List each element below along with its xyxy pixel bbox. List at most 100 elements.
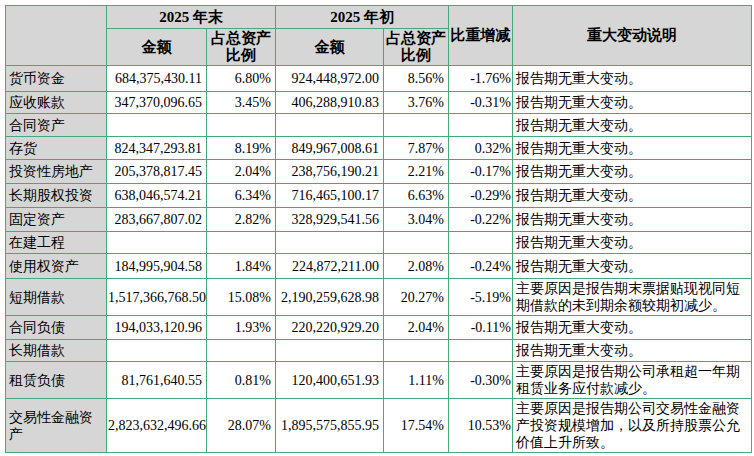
table-row: 存货 824,347,293.81 8.19% 849,967,008.61 7… (6, 137, 752, 160)
table-row: 租赁负债 81,761,640.55 0.81% 120,400,651.93 … (6, 362, 752, 399)
header-row-periods: 2025 年末 2025 年初 比重增减 重大变动说明 (6, 6, 752, 29)
header-period-end: 2025 年末 (107, 6, 276, 29)
ratio-end-cell (207, 114, 276, 137)
header-amount-end: 金额 (107, 29, 207, 66)
table-row: 短期借款 1,517,366,768.50 15.08% 2,190,259,6… (6, 279, 752, 316)
amount-end-cell: 205,378,817.45 (107, 160, 207, 184)
table-row: 应收账款 347,370,096.65 3.45% 406,288,910.83… (6, 92, 752, 114)
amount-end-cell: 1,517,366,768.50 (107, 279, 207, 316)
amount-end-cell: 824,347,293.81 (107, 137, 207, 160)
amount-begin-cell: 1,895,575,855.95 (276, 399, 384, 453)
header-ratio-end: 占总资产比例 (207, 29, 276, 66)
amount-begin-cell: 238,756,190.21 (276, 160, 384, 184)
remark-cell: 报告期无重大变动。 (513, 160, 752, 184)
amount-end-cell: 638,046,574.21 (107, 184, 207, 208)
table-row: 长期股权投资 638,046,574.21 6.34% 716,465,100.… (6, 184, 752, 208)
amount-begin-cell (276, 340, 384, 362)
ratio-begin-cell (384, 232, 449, 254)
financial-items-table-wrap: 2025 年末 2025 年初 比重增减 重大变动说明 金额 占总资产比例 金额… (5, 5, 752, 456)
ratio-begin-cell: 2.04% (384, 316, 449, 340)
remark-cell: 报告期无重大变动。 (513, 340, 752, 362)
item-cell: 投资性房地产 (6, 160, 107, 184)
ratio-end-cell: 2.04% (207, 160, 276, 184)
remark-cell: 主要原因是报告期公司承租超一年期租赁业务应付款减少。 (513, 362, 752, 399)
change-cell: -1.76% (449, 66, 513, 92)
amount-begin-cell: 220,220,929.20 (276, 316, 384, 340)
table-row: 固定资产 283,667,807.02 2.82% 328,929,541.56… (6, 208, 752, 232)
ratio-begin-cell: 20.27% (384, 279, 449, 316)
amount-end-cell: 184,995,904.58 (107, 254, 207, 279)
change-cell (449, 114, 513, 137)
change-cell (449, 340, 513, 362)
change-cell: 0.32% (449, 137, 513, 160)
ratio-begin-cell (384, 114, 449, 137)
table-row: 使用权资产 184,995,904.58 1.84% 224,872,211.0… (6, 254, 752, 279)
ratio-end-cell: 6.34% (207, 184, 276, 208)
corner-cell (6, 6, 107, 66)
ratio-begin-cell: 1.11% (384, 362, 449, 399)
header-ratio-begin: 占总资产比例 (384, 29, 449, 66)
change-cell: -0.31% (449, 92, 513, 114)
amount-begin-cell: 120,400,651.93 (276, 362, 384, 399)
amount-begin-cell: 849,967,008.61 (276, 137, 384, 160)
table-row: 长期借款 报告期无重大变动。 (6, 340, 752, 362)
amount-end-cell: 194,033,120.96 (107, 316, 207, 340)
remark-cell: 报告期无重大变动。 (513, 114, 752, 137)
change-cell: -0.11% (449, 316, 513, 340)
ratio-begin-cell: 3.04% (384, 208, 449, 232)
ratio-end-cell (207, 340, 276, 362)
remark-cell: 主要原因是报告期末票据贴现视同短期借款的未到期余额较期初减少。 (513, 279, 752, 316)
item-cell: 合同负债 (6, 316, 107, 340)
change-cell (449, 232, 513, 254)
amount-end-cell (107, 114, 207, 137)
header-change: 比重增减 (449, 6, 513, 66)
ratio-end-cell: 0.81% (207, 362, 276, 399)
ratio-begin-cell: 17.54% (384, 399, 449, 453)
ratio-end-cell: 3.45% (207, 92, 276, 114)
item-cell: 合同资产 (6, 114, 107, 137)
ratio-end-cell (207, 232, 276, 254)
change-cell: -5.19% (449, 279, 513, 316)
item-cell: 存货 (6, 137, 107, 160)
ratio-end-cell: 2.82% (207, 208, 276, 232)
ratio-begin-cell (384, 340, 449, 362)
item-cell: 固定资产 (6, 208, 107, 232)
remark-cell: 报告期无重大变动。 (513, 92, 752, 114)
ratio-end-cell: 6.80% (207, 66, 276, 92)
amount-begin-cell: 406,288,910.83 (276, 92, 384, 114)
amount-end-cell (107, 232, 207, 254)
amount-end-cell: 347,370,096.65 (107, 92, 207, 114)
table-row: 合同资产 报告期无重大变动。 (6, 114, 752, 137)
table-row: 合同负债 194,033,120.96 1.93% 220,220,929.20… (6, 316, 752, 340)
ratio-end-cell: 8.19% (207, 137, 276, 160)
amount-begin-cell: 328,929,541.56 (276, 208, 384, 232)
remark-cell: 报告期无重大变动。 (513, 232, 752, 254)
item-cell: 货币资金 (6, 66, 107, 92)
ratio-begin-cell: 8.56% (384, 66, 449, 92)
ratio-end-cell: 1.84% (207, 254, 276, 279)
amount-end-cell (107, 340, 207, 362)
change-cell: -0.22% (449, 208, 513, 232)
ratio-begin-cell: 2.21% (384, 160, 449, 184)
item-cell: 租赁负债 (6, 362, 107, 399)
ratio-begin-cell: 7.87% (384, 137, 449, 160)
change-cell: -0.17% (449, 160, 513, 184)
ratio-end-cell: 28.07% (207, 399, 276, 453)
table-row: 交易性金融资产 2,823,632,496.66 28.07% 1,895,57… (6, 399, 752, 453)
table-row: 投资性房地产 205,378,817.45 2.04% 238,756,190.… (6, 160, 752, 184)
change-cell: -0.24% (449, 254, 513, 279)
amount-begin-cell: 224,872,211.00 (276, 254, 384, 279)
ratio-end-cell: 15.08% (207, 279, 276, 316)
remark-cell: 报告期无重大变动。 (513, 208, 752, 232)
amount-end-cell: 81,761,640.55 (107, 362, 207, 399)
remark-cell: 报告期无重大变动。 (513, 184, 752, 208)
header-period-begin: 2025 年初 (276, 6, 449, 29)
remark-cell: 报告期无重大变动。 (513, 254, 752, 279)
significant-changes-table: 2025 年末 2025 年初 比重增减 重大变动说明 金额 占总资产比例 金额… (5, 5, 752, 453)
remark-cell: 报告期无重大变动。 (513, 316, 752, 340)
amount-end-cell: 684,375,430.11 (107, 66, 207, 92)
item-cell: 交易性金融资产 (6, 399, 107, 453)
item-cell: 长期借款 (6, 340, 107, 362)
ratio-begin-cell: 2.08% (384, 254, 449, 279)
amount-begin-cell: 716,465,100.17 (276, 184, 384, 208)
